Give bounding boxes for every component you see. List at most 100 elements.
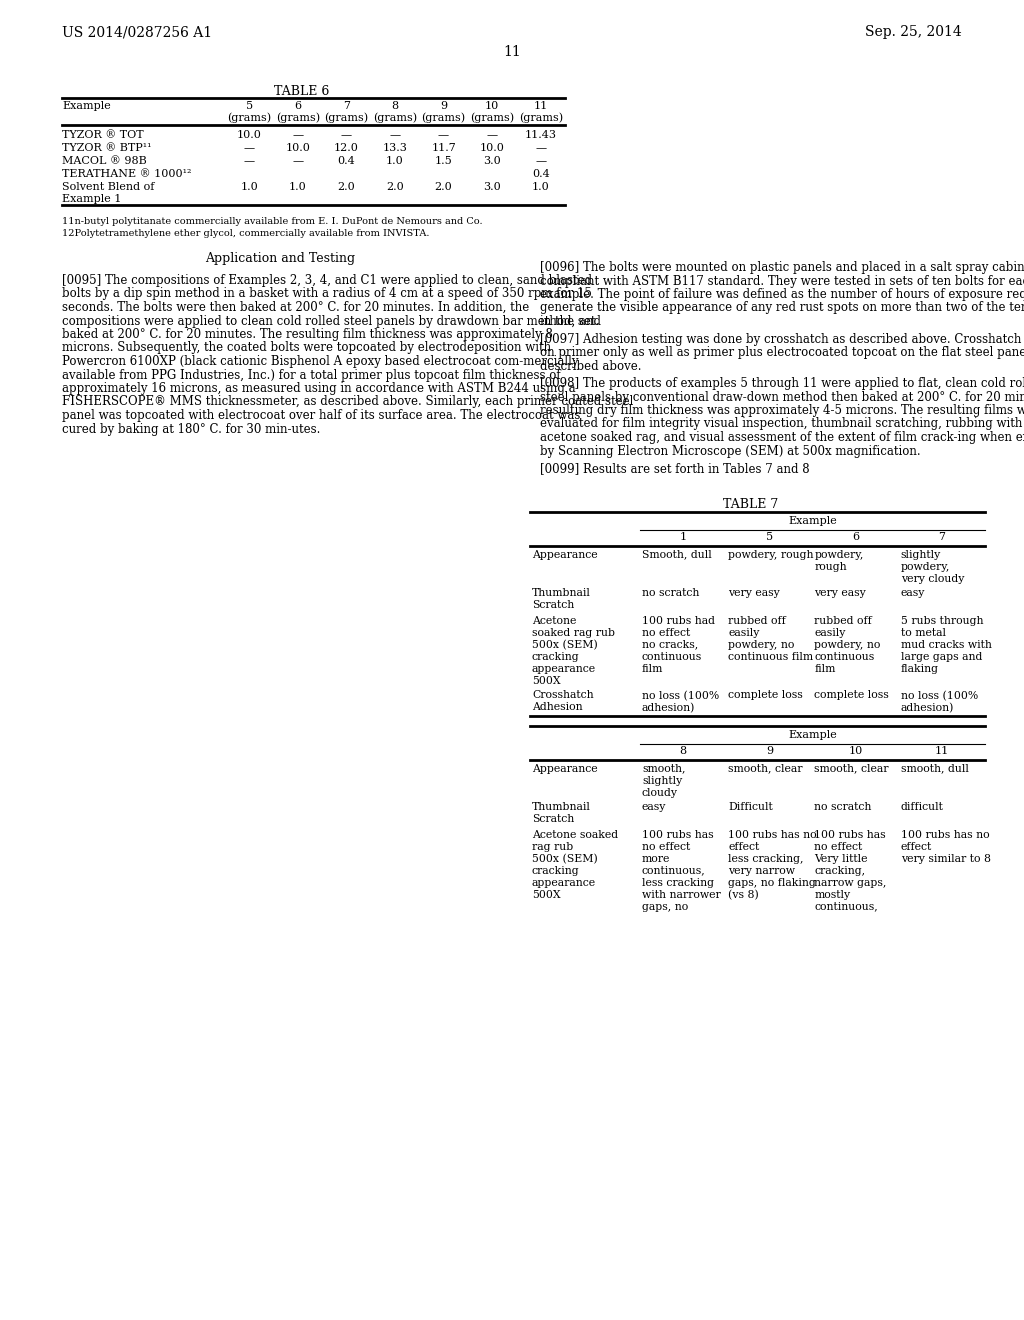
- Text: no effect: no effect: [814, 842, 863, 851]
- Text: —: —: [536, 143, 546, 153]
- Text: rubbed off: rubbed off: [814, 615, 872, 626]
- Text: Example: Example: [788, 516, 837, 527]
- Text: no cracks,: no cracks,: [642, 639, 698, 649]
- Text: cured by baking at 180° C. for 30 min-utes.: cured by baking at 180° C. for 30 min-ut…: [62, 422, 321, 436]
- Text: difficult: difficult: [901, 803, 944, 813]
- Text: adhesion): adhesion): [642, 702, 695, 713]
- Text: mostly: mostly: [814, 890, 851, 899]
- Text: appearance: appearance: [532, 664, 596, 673]
- Text: Thumbnail: Thumbnail: [532, 589, 591, 598]
- Text: 12.0: 12.0: [334, 143, 358, 153]
- Text: Adhesion: Adhesion: [532, 702, 583, 713]
- Text: 7: 7: [938, 532, 945, 543]
- Text: easy: easy: [642, 803, 667, 813]
- Text: 5: 5: [246, 102, 253, 111]
- Text: less cracking,: less cracking,: [728, 854, 804, 863]
- Text: powdery, no: powdery, no: [728, 639, 795, 649]
- Text: Example: Example: [62, 102, 111, 111]
- Text: (grams): (grams): [373, 112, 417, 123]
- Text: very similar to 8: very similar to 8: [901, 854, 991, 863]
- Text: available from PPG Industries, Inc.) for a total primer plus topcoat film thickn: available from PPG Industries, Inc.) for…: [62, 368, 560, 381]
- Text: (grams): (grams): [227, 112, 271, 123]
- Text: gaps, no: gaps, no: [642, 902, 688, 912]
- Text: 0.4: 0.4: [531, 169, 550, 180]
- Text: TERATHANE ® 1000¹²: TERATHANE ® 1000¹²: [62, 169, 191, 180]
- Text: no effect: no effect: [642, 842, 690, 851]
- Text: acetone soaked rag, and visual assessment of the extent of film crack-ing when e: acetone soaked rag, and visual assessmen…: [540, 432, 1024, 444]
- Text: (grams): (grams): [518, 112, 563, 123]
- Text: described above.: described above.: [540, 359, 641, 372]
- Text: effect: effect: [901, 842, 932, 851]
- Text: Scratch: Scratch: [532, 814, 574, 825]
- Text: flaking: flaking: [901, 664, 939, 673]
- Text: 11: 11: [503, 45, 521, 59]
- Text: —: —: [341, 129, 352, 140]
- Text: Acetone soaked: Acetone soaked: [532, 829, 618, 840]
- Text: 100 rubs has no: 100 rubs has no: [901, 829, 989, 840]
- Text: 0.4: 0.4: [338, 156, 355, 166]
- Text: continuous film: continuous film: [728, 652, 813, 661]
- Text: effect: effect: [728, 842, 760, 851]
- Text: US 2014/0287256 A1: US 2014/0287256 A1: [62, 25, 212, 40]
- Text: 9: 9: [440, 102, 447, 111]
- Text: generate the visible appearance of any red rust spots on more than two of the te: generate the visible appearance of any r…: [540, 301, 1024, 314]
- Text: no scratch: no scratch: [642, 589, 699, 598]
- Text: 2.0: 2.0: [386, 182, 403, 191]
- Text: 6: 6: [294, 102, 301, 111]
- Text: 1.5: 1.5: [435, 156, 453, 166]
- Text: Very little: Very little: [814, 854, 868, 863]
- Text: compliant with ASTM B117 standard. They were tested in sets of ten bolts for eac: compliant with ASTM B117 standard. They …: [540, 275, 1024, 288]
- Text: 2.0: 2.0: [338, 182, 355, 191]
- Text: continuous: continuous: [642, 652, 702, 661]
- Text: slightly: slightly: [901, 549, 941, 560]
- Text: Thumbnail: Thumbnail: [532, 803, 591, 813]
- Text: evaluated for film integrity visual inspection, thumbnail scratching, rubbing wi: evaluated for film integrity visual insp…: [540, 417, 1024, 430]
- Text: 100 rubs has: 100 rubs has: [642, 829, 714, 840]
- Text: 11: 11: [935, 747, 949, 756]
- Text: MACOL ® 98B: MACOL ® 98B: [62, 156, 146, 166]
- Text: 100 rubs had: 100 rubs had: [642, 615, 715, 626]
- Text: 11.7: 11.7: [431, 143, 456, 153]
- Text: 100 rubs has no: 100 rubs has no: [728, 829, 817, 840]
- Text: [0099] Results are set forth in Tables 7 and 8: [0099] Results are set forth in Tables 7…: [540, 462, 810, 475]
- Text: 10: 10: [485, 102, 500, 111]
- Text: 1.0: 1.0: [289, 182, 307, 191]
- Text: by Scanning Electron Microscope (SEM) at 500x magnification.: by Scanning Electron Microscope (SEM) at…: [540, 445, 921, 458]
- Text: 11.43: 11.43: [524, 129, 557, 140]
- Text: film: film: [814, 664, 836, 673]
- Text: —: —: [389, 129, 400, 140]
- Text: panel was topcoated with electrocoat over half of its surface area. The electroc: panel was topcoated with electrocoat ove…: [62, 409, 581, 422]
- Text: bolts by a dip spin method in a basket with a radius of 4 cm at a speed of 350 r: bolts by a dip spin method in a basket w…: [62, 288, 592, 301]
- Text: smooth, dull: smooth, dull: [901, 763, 969, 774]
- Text: [0096] The bolts were mounted on plastic panels and placed in a salt spray cabin: [0096] The bolts were mounted on plastic…: [540, 261, 1024, 275]
- Text: —: —: [292, 156, 303, 166]
- Text: rubbed off: rubbed off: [728, 615, 786, 626]
- Text: 13.3: 13.3: [383, 143, 408, 153]
- Text: adhesion): adhesion): [901, 702, 954, 713]
- Text: continuous,: continuous,: [814, 902, 879, 912]
- Text: Scratch: Scratch: [532, 601, 574, 610]
- Text: on primer only as well as primer plus electrocoated topcoat on the flat steel pa: on primer only as well as primer plus el…: [540, 346, 1024, 359]
- Text: 1: 1: [680, 532, 687, 543]
- Text: 500X: 500X: [532, 890, 560, 899]
- Text: more: more: [642, 854, 671, 863]
- Text: easily: easily: [728, 627, 760, 638]
- Text: 7: 7: [343, 102, 350, 111]
- Text: continuous: continuous: [814, 652, 874, 661]
- Text: complete loss: complete loss: [728, 690, 803, 701]
- Text: powdery, no: powdery, no: [814, 639, 881, 649]
- Text: Example: Example: [788, 730, 837, 741]
- Text: resulting dry film thickness was approximately 4-5 microns. The resulting films : resulting dry film thickness was approxi…: [540, 404, 1024, 417]
- Text: —: —: [244, 143, 255, 153]
- Text: 500X: 500X: [532, 676, 560, 685]
- Text: very cloudy: very cloudy: [901, 573, 965, 583]
- Text: Appearance: Appearance: [532, 763, 598, 774]
- Text: —: —: [244, 156, 255, 166]
- Text: Difficult: Difficult: [728, 803, 773, 813]
- Text: 1.0: 1.0: [386, 156, 403, 166]
- Text: 11: 11: [534, 102, 548, 111]
- Text: powdery,: powdery,: [901, 561, 950, 572]
- Text: cracking: cracking: [532, 652, 580, 661]
- Text: cloudy: cloudy: [642, 788, 678, 797]
- Text: Application and Testing: Application and Testing: [205, 252, 355, 265]
